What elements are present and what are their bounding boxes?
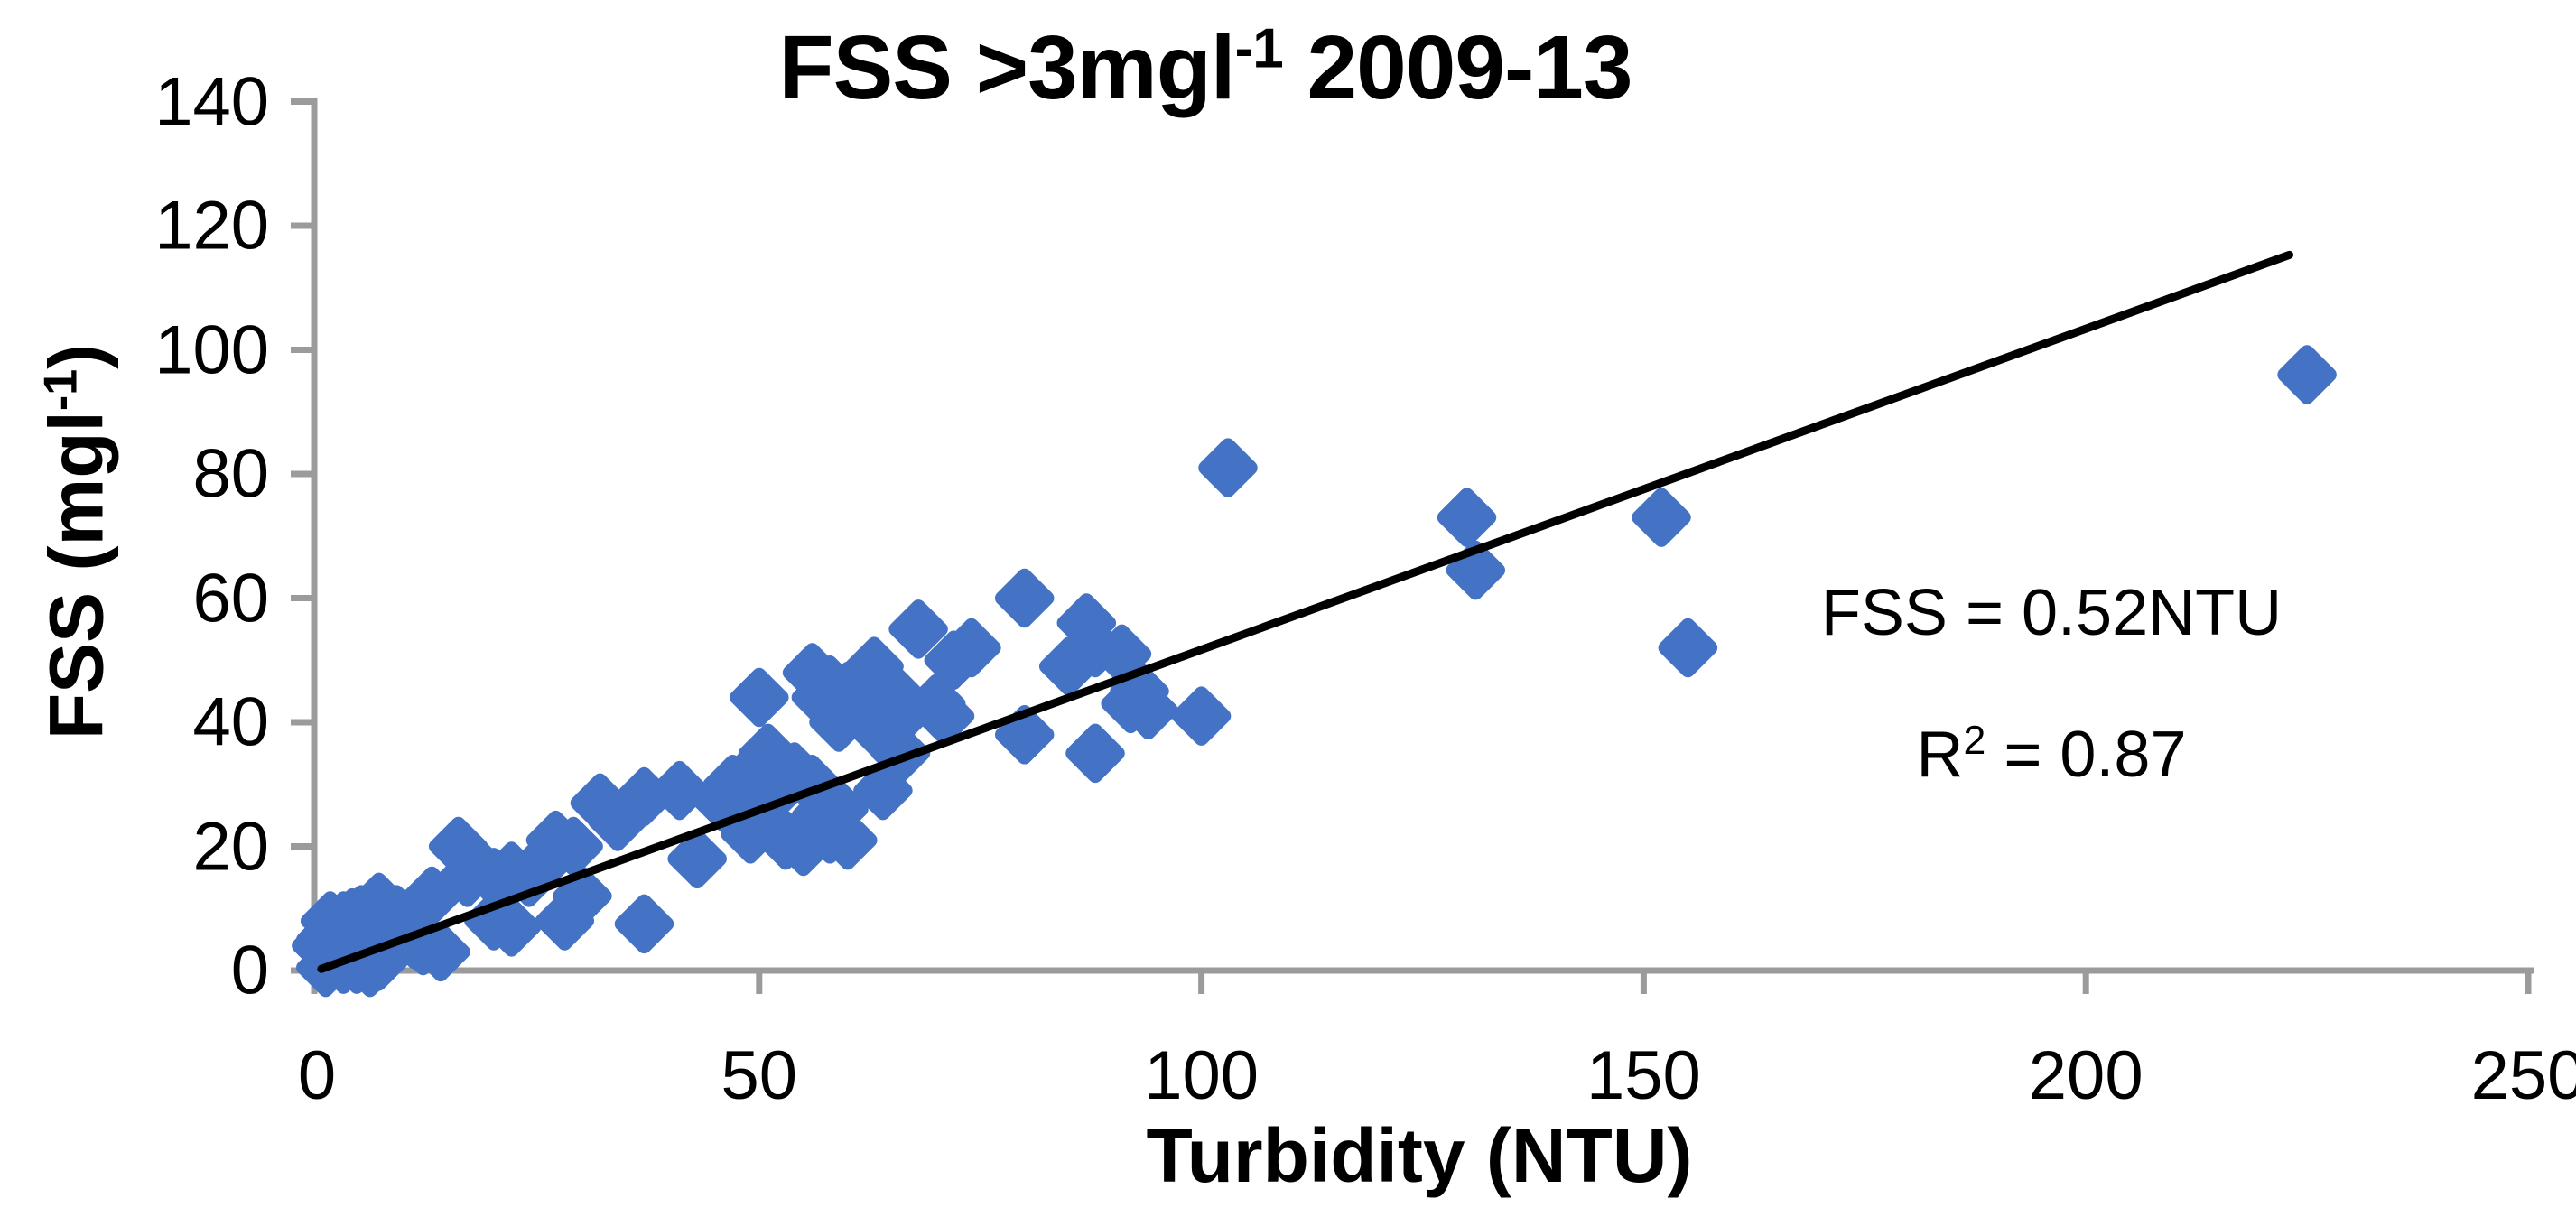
- trendline-annotation: FSS = 0.52NTU R2 = 0.87: [1821, 549, 2282, 819]
- data-point-marker: [1119, 680, 1178, 740]
- data-point-marker: [1632, 488, 1691, 547]
- chart-title-text: FSS >3mgl: [778, 17, 1236, 118]
- y-tick-label: 60: [192, 560, 269, 636]
- data-point-marker: [730, 667, 789, 728]
- y-axis-title: FSS (mgl-1): [33, 344, 121, 739]
- x-tick-label: 50: [721, 1037, 798, 1114]
- chart-title-superscript: -1: [1234, 17, 1284, 80]
- y-tick-label: 40: [192, 683, 269, 761]
- y-tick-label: 0: [230, 932, 269, 1009]
- data-point-marker: [1658, 618, 1718, 678]
- trendline-equation: FSS = 0.52NTU: [1820, 577, 2283, 649]
- data-point-marker: [994, 568, 1055, 628]
- trendline: [317, 250, 2294, 973]
- data-point-marker: [942, 618, 1001, 678]
- x-tick-label: 100: [1144, 1037, 1259, 1114]
- data-point-marker: [411, 922, 470, 982]
- data-point-marker: [818, 810, 878, 870]
- data-point-marker: [1437, 488, 1497, 547]
- x-axis-title: Turbidity (NTU): [1146, 1113, 1693, 1198]
- data-point-marker: [1065, 723, 1125, 784]
- y-tick-label: 120: [154, 187, 269, 265]
- data-point-marker: [1198, 438, 1258, 497]
- data-point-marker: [614, 894, 674, 954]
- trendline-r-squared: R2 = 0.87: [1916, 719, 2187, 791]
- data-point-marker: [649, 760, 710, 821]
- data-point-marker: [915, 686, 975, 746]
- r-squared-superscript: 2: [1963, 719, 1986, 763]
- data-point-marker: [481, 897, 542, 957]
- data-point-marker: [2277, 345, 2337, 404]
- y-tick-label: 80: [192, 435, 269, 513]
- y-tick-label: 20: [192, 808, 269, 885]
- y-tick-label: 140: [154, 63, 269, 140]
- chart-title-tail: 2009-13: [1282, 17, 1632, 118]
- y-tick-label: 100: [154, 311, 269, 388]
- data-point-marker: [544, 816, 603, 877]
- x-tick-label: 200: [2028, 1037, 2144, 1114]
- data-point-marker: [1171, 686, 1232, 746]
- x-tick-label: 0: [297, 1037, 337, 1114]
- chart-title: FSS >3mgl-1 2009-13: [778, 16, 1633, 120]
- x-tick-label: 150: [1586, 1037, 1701, 1114]
- x-tick-label: 250: [2470, 1037, 2576, 1114]
- data-point-marker: [888, 599, 948, 659]
- data-point-marker: [667, 829, 727, 889]
